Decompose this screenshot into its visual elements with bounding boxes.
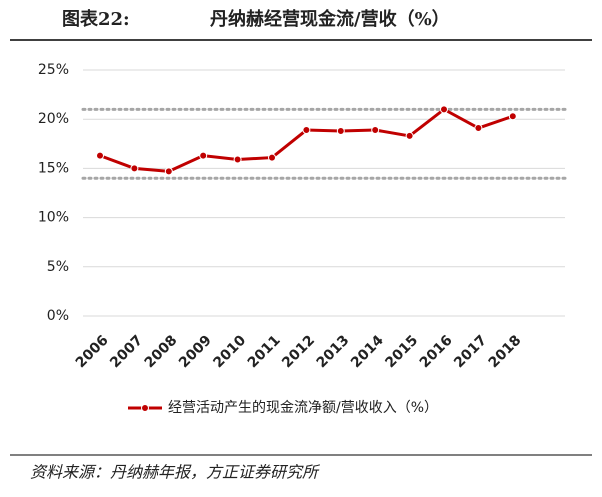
- data-point: [336, 127, 345, 136]
- x-tick-label: 2006: [73, 332, 112, 371]
- y-tick-label: 10%: [38, 210, 69, 226]
- y-tick-label: 20%: [38, 111, 69, 127]
- y-tick-label: 0%: [47, 308, 69, 324]
- data-point: [130, 164, 139, 173]
- x-tick-label: 2015: [382, 332, 421, 371]
- x-tick-label: 2010: [210, 332, 249, 371]
- x-tick-label: 2011: [245, 332, 284, 371]
- data-point: [268, 153, 276, 162]
- y-tick-label: 25%: [38, 62, 69, 78]
- x-tick-label: 2009: [176, 332, 215, 371]
- x-tick-label: 2012: [279, 332, 318, 371]
- x-tick-label: 2013: [314, 332, 353, 371]
- x-tick-label: 2017: [451, 332, 490, 371]
- chart-title-label: 图表22:: [62, 8, 130, 30]
- x-tick-label: 2007: [107, 332, 146, 371]
- chart-title: 丹纳赫经营现金流/营收（%）: [210, 8, 450, 30]
- x-tick-label: 2014: [348, 332, 387, 371]
- x-tick-label: 2018: [486, 332, 525, 371]
- legend-marker: [141, 404, 149, 412]
- data-point: [405, 131, 414, 140]
- data-point: [164, 167, 173, 176]
- data-point: [371, 126, 380, 135]
- legend-label: 经营活动产生的现金流净额/营收收入（%）: [168, 400, 438, 416]
- x-tick-label: 2016: [417, 332, 456, 371]
- data-point: [96, 151, 104, 160]
- y-tick-label: 15%: [38, 160, 69, 176]
- x-tick-label: 2008: [142, 332, 181, 371]
- source: 资料来源：丹纳赫年报，方正证券研究所: [30, 463, 321, 482]
- data-point: [474, 124, 483, 133]
- data-point: [233, 155, 242, 164]
- data-point: [302, 126, 311, 135]
- y-tick-label: 5%: [47, 259, 69, 275]
- data-point: [508, 112, 517, 121]
- data-point: [440, 105, 448, 114]
- data-point: [199, 151, 208, 160]
- series-line: [99, 107, 514, 173]
